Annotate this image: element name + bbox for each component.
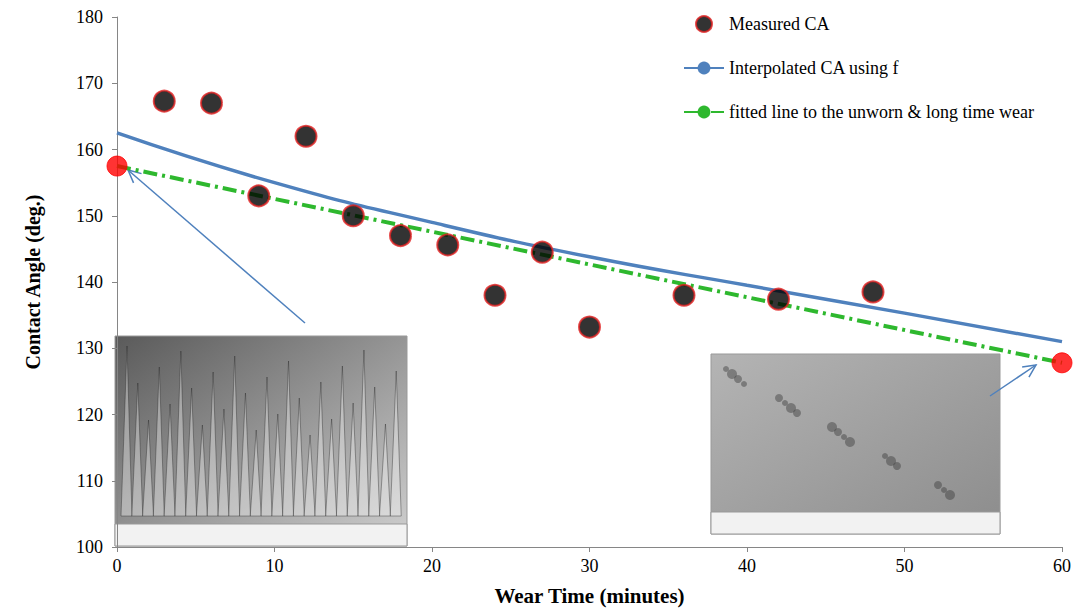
svg-text:60: 60 xyxy=(1053,556,1071,576)
svg-text:180: 180 xyxy=(76,7,103,27)
svg-text:40: 40 xyxy=(738,556,756,576)
svg-text:110: 110 xyxy=(77,471,103,491)
svg-text:170: 170 xyxy=(76,73,103,93)
svg-text:50: 50 xyxy=(896,556,914,576)
svg-text:0: 0 xyxy=(113,556,122,576)
svg-text:Contact Angle (deg.): Contact Angle (deg.) xyxy=(22,195,45,370)
svg-text:Measured CA: Measured CA xyxy=(729,14,829,34)
svg-text:130: 130 xyxy=(76,338,103,358)
svg-text:fitted line to the unworn & lo: fitted line to the unworn & long time we… xyxy=(729,102,1034,122)
svg-text:Wear Time (minutes): Wear Time (minutes) xyxy=(494,584,684,608)
svg-text:30: 30 xyxy=(581,556,599,576)
svg-text:20: 20 xyxy=(423,556,441,576)
svg-text:Interpolated CA using f: Interpolated CA using f xyxy=(729,58,898,78)
svg-text:150: 150 xyxy=(76,206,103,226)
svg-text:100: 100 xyxy=(76,537,103,557)
svg-text:10: 10 xyxy=(266,556,284,576)
svg-text:140: 140 xyxy=(76,272,103,292)
svg-text:120: 120 xyxy=(76,405,103,425)
svg-text:160: 160 xyxy=(76,140,103,160)
